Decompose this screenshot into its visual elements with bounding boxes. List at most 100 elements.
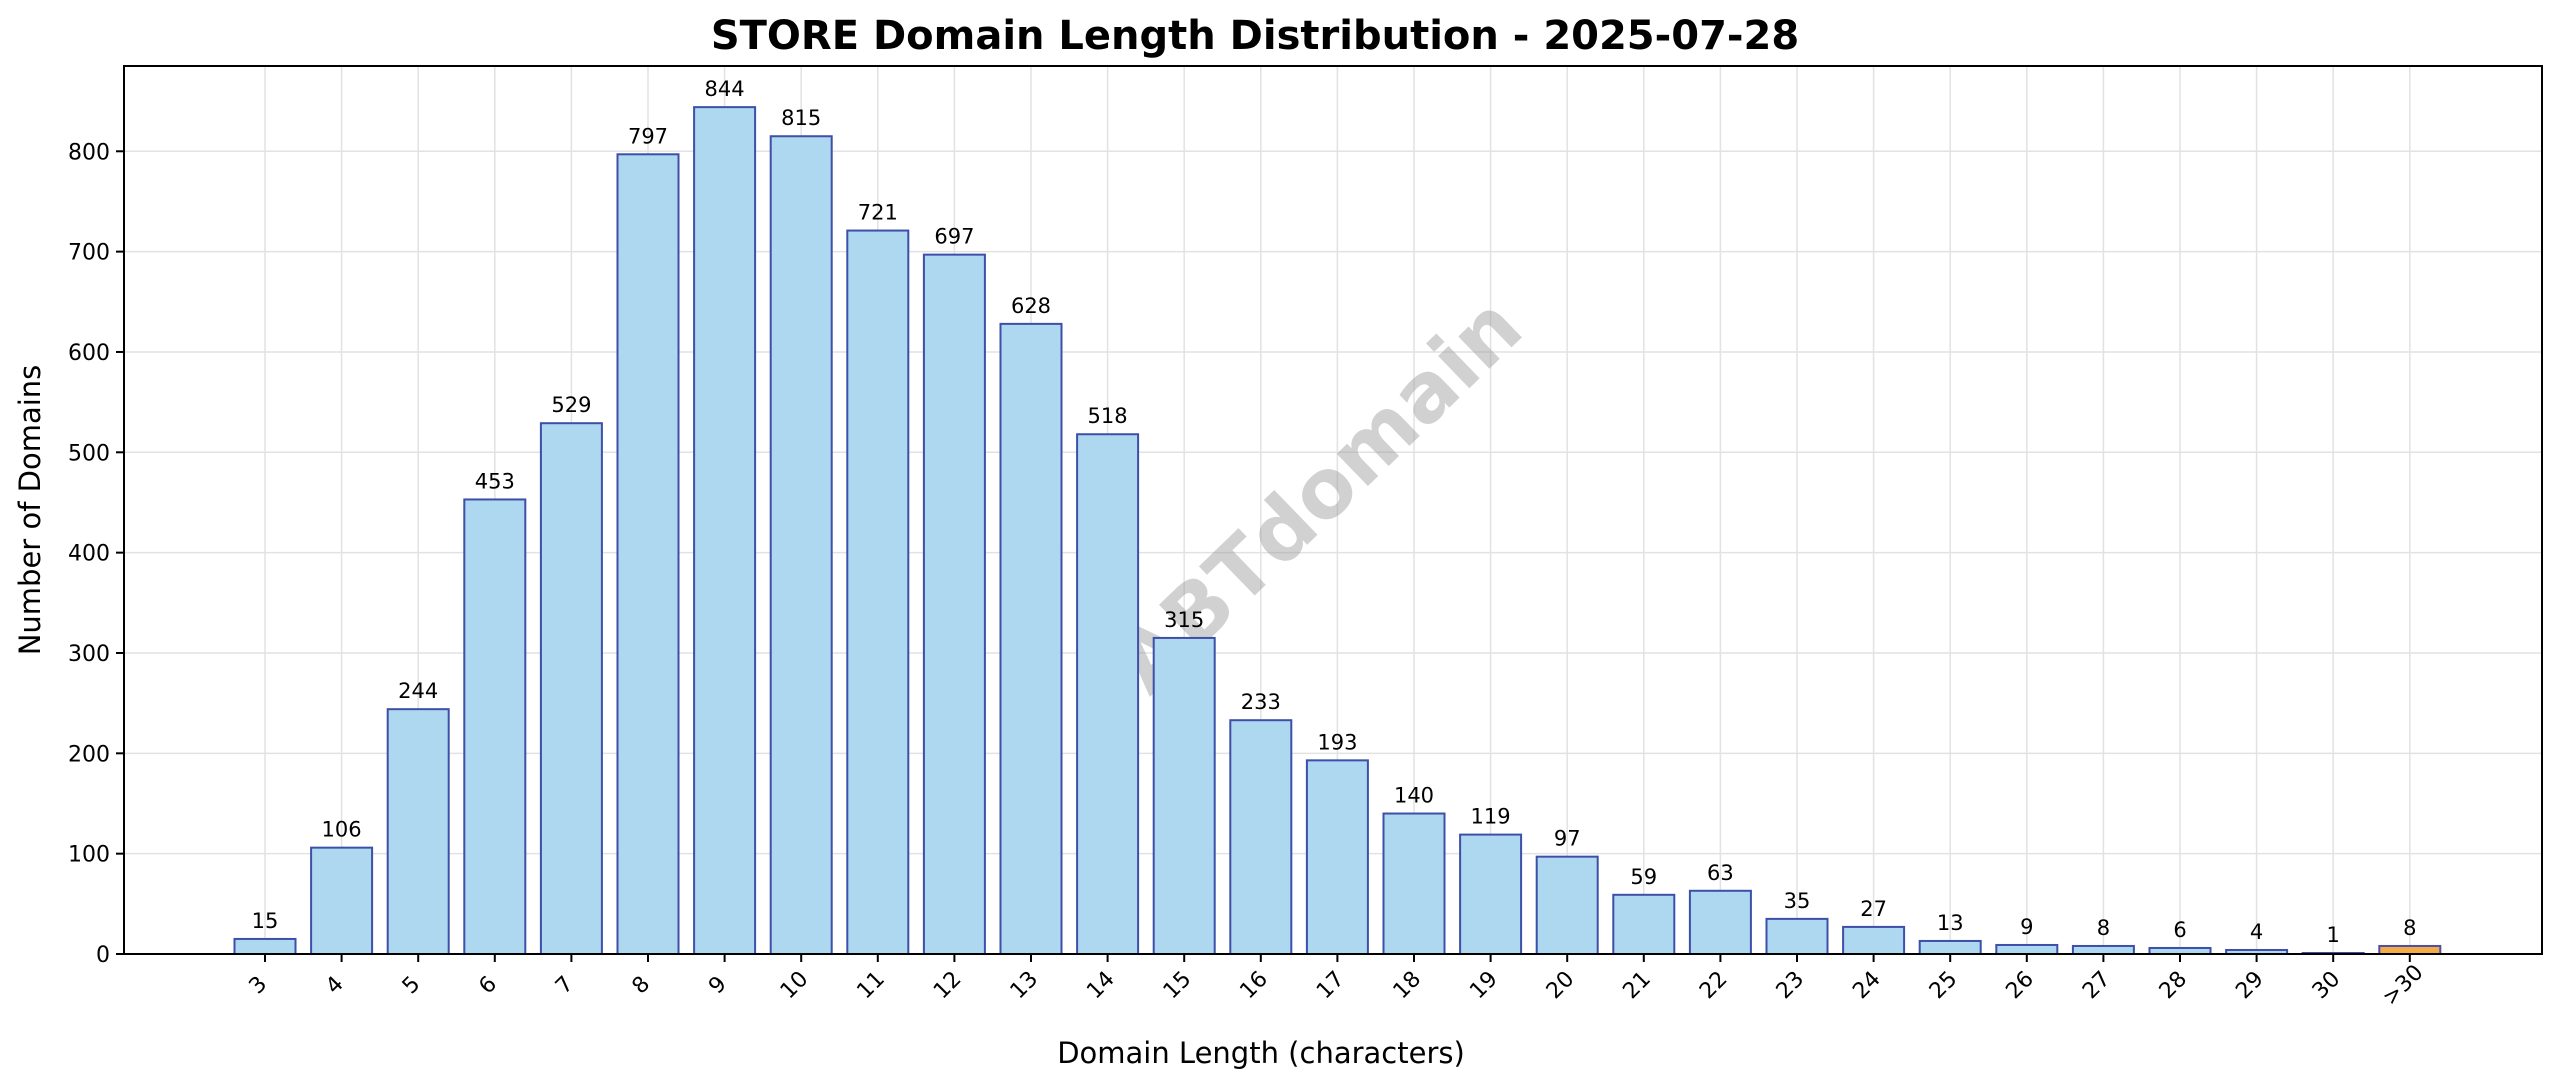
x-tick-label: 13	[1006, 967, 1043, 1004]
chart-title: STORE Domain Length Distribution - 2025-…	[711, 13, 1799, 59]
x-tick-label: 19	[1465, 967, 1502, 1004]
plot-frame	[123, 65, 2543, 955]
bar-labels: 1510624445352979784481572169762851831523…	[252, 77, 2417, 947]
bar-value-label: 63	[1707, 861, 1734, 885]
y-tick-label: 0	[96, 943, 110, 968]
y-tick-label: 800	[68, 140, 110, 165]
y-tick-label: 200	[68, 742, 110, 767]
y-axis-title: Number of Domains	[13, 365, 47, 656]
bar-value-label: 244	[398, 679, 438, 703]
x-tick-label: 17	[1312, 967, 1349, 1004]
bar	[1612, 893, 1676, 955]
bar-value-label: 815	[781, 106, 821, 130]
y-tick-label: 300	[68, 642, 110, 667]
bar	[1382, 812, 1446, 956]
x-tick-label: 25	[1925, 967, 1962, 1004]
bar	[1229, 719, 1293, 955]
x-tick-label: 30	[2308, 967, 2345, 1004]
bar	[2378, 944, 2442, 956]
bar-value-label: 529	[551, 393, 591, 417]
bar-value-label: 119	[1471, 805, 1511, 829]
x-tick-label: 5	[398, 972, 426, 1000]
x-tick-label: >30	[2378, 960, 2429, 1011]
x-tick-label: 8	[628, 972, 656, 1000]
x-tick-label: 18	[1389, 967, 1426, 1004]
y-tick-label: 600	[68, 341, 110, 366]
bar	[846, 229, 910, 956]
bar-value-label: 97	[1554, 827, 1581, 851]
x-tick-label: 10	[776, 967, 813, 1004]
x-tick-label: 11	[852, 967, 889, 1004]
bar	[1459, 833, 1523, 956]
x-tick-label: 7	[551, 972, 579, 1000]
bar	[1688, 889, 1752, 955]
bar-value-label: 4	[2250, 920, 2263, 944]
x-tick-label: 29	[2231, 967, 2268, 1004]
x-tick-label: 16	[1235, 967, 1272, 1004]
x-tick-label: 12	[929, 967, 966, 1004]
bar	[1152, 636, 1216, 955]
bar-value-label: 59	[1630, 865, 1657, 889]
x-tick-label: 4	[321, 972, 349, 1000]
bar-value-label: 6	[2173, 918, 2186, 942]
bar	[233, 937, 297, 956]
bar	[1076, 433, 1140, 955]
bar-value-label: 15	[252, 909, 279, 933]
x-axis-title: Domain Length (characters)	[1057, 1036, 1465, 1070]
bar-value-label: 13	[1937, 911, 1964, 935]
bar-value-label: 8	[2097, 916, 2110, 940]
bar	[463, 498, 527, 955]
y-tick-label: 700	[68, 241, 110, 266]
bar-value-label: 518	[1088, 404, 1128, 428]
bar-value-label: 140	[1394, 784, 1434, 808]
y-tick-label: 100	[68, 843, 110, 868]
y-tick-label: 400	[68, 542, 110, 567]
bar	[386, 708, 450, 955]
x-tick-label: 26	[2001, 967, 2038, 1004]
bar	[1842, 925, 1906, 955]
bar	[616, 153, 680, 956]
x-tick-label: 14	[1082, 967, 1119, 1004]
bar	[999, 322, 1063, 955]
x-tick-label: 27	[2078, 967, 2115, 1004]
bar	[1305, 759, 1369, 955]
bar	[1535, 855, 1599, 956]
bar-value-label: 721	[858, 201, 898, 225]
bar-value-label: 35	[1784, 889, 1811, 913]
x-tick-label: 6	[474, 972, 502, 1000]
bar	[1995, 943, 2059, 955]
bar	[539, 422, 603, 955]
x-tick-label: 22	[1695, 967, 1732, 1004]
bar	[693, 106, 757, 956]
bar	[922, 253, 986, 956]
bar-value-label: 697	[934, 225, 974, 249]
bar	[2071, 944, 2135, 956]
x-axis: 3 4 5 6 7 8 9 10 11 12 13 14 15 16 17 18 19 20 21 22 23 24 25 2…	[245, 954, 2429, 1011]
x-tick-label: 24	[1848, 967, 1885, 1004]
x-tick-label: 3	[245, 972, 273, 1000]
bar-value-label: 9	[2020, 915, 2033, 939]
bar-value-label: 233	[1241, 690, 1281, 714]
bar	[1918, 939, 1982, 955]
x-tick-label: 28	[2155, 967, 2192, 1004]
bar-value-label: 628	[1011, 294, 1051, 318]
bar-value-label: 797	[628, 124, 668, 148]
x-tick-label: 21	[1618, 967, 1655, 1004]
bar	[769, 135, 833, 955]
bar-value-label: 844	[705, 77, 745, 101]
bar-value-label: 315	[1164, 608, 1204, 632]
bar	[310, 846, 374, 956]
y-axis: 0 100 200 300 400 500 600 700 800	[68, 140, 124, 968]
bar-value-label: 453	[475, 469, 515, 493]
bar	[1765, 917, 1829, 955]
x-tick-label: 23	[1772, 967, 1809, 1004]
y-tick-label: 500	[68, 441, 110, 466]
bar-value-label: 27	[1860, 897, 1887, 921]
bar-value-label: 1	[2327, 923, 2340, 947]
bar-value-label: 8	[2403, 916, 2416, 940]
bar-value-label: 193	[1317, 730, 1357, 754]
x-tick-label: 9	[704, 972, 732, 1000]
bar-value-label: 106	[322, 818, 362, 842]
